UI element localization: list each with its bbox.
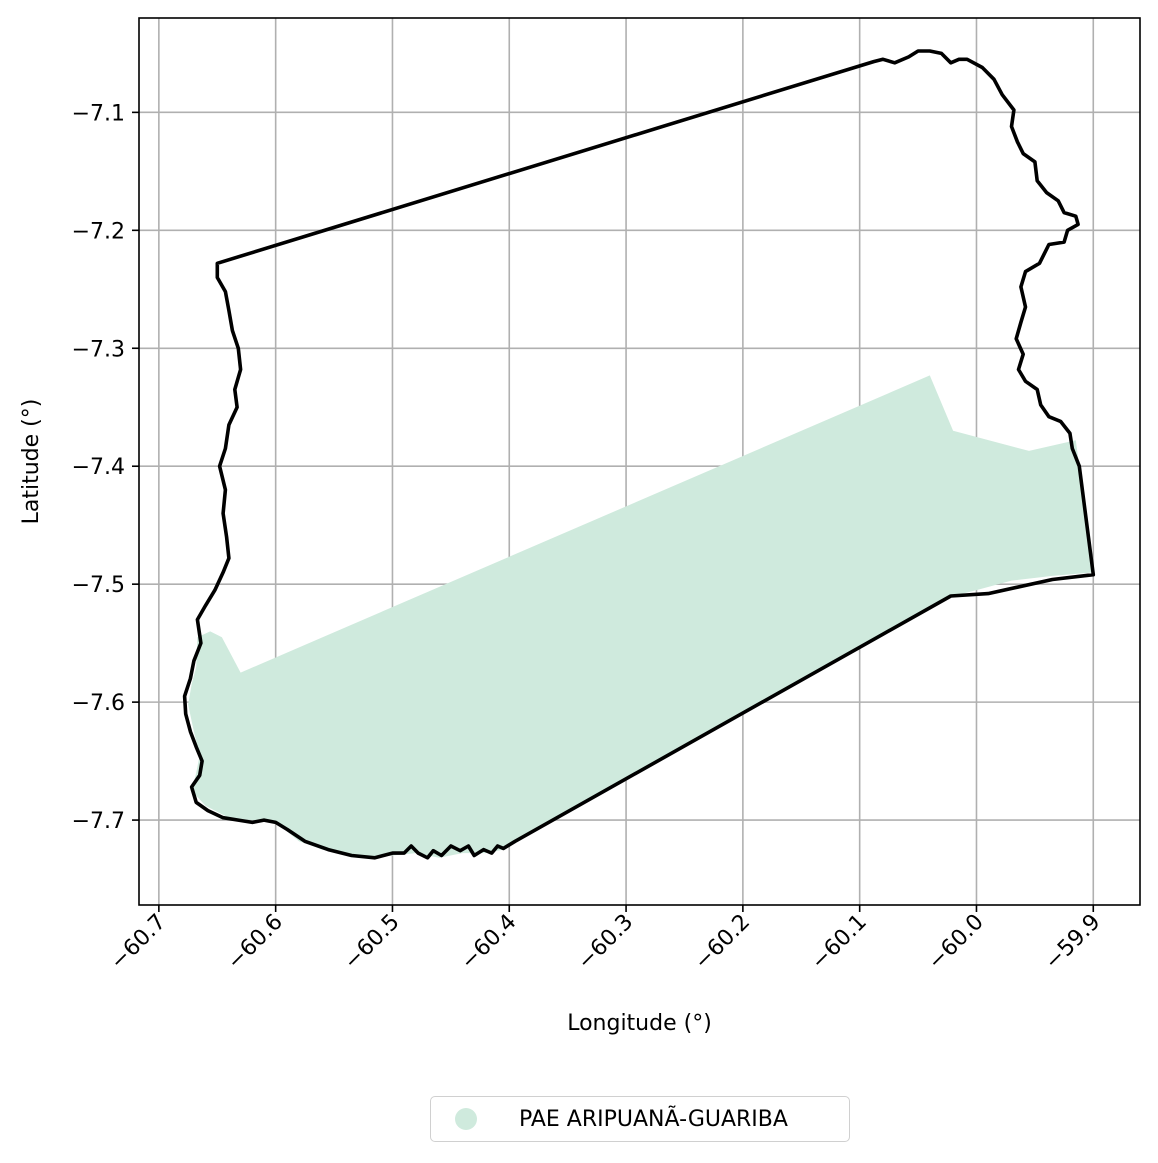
y-tick-label: −7.2: [72, 219, 125, 244]
pae-area-polygon: [188, 375, 1094, 858]
legend-marker: [455, 1108, 477, 1130]
x-tick-label: −60.2: [690, 910, 755, 975]
y-tick-label: −7.7: [72, 809, 125, 834]
x-axis-title: Longitude (°): [567, 1011, 712, 1036]
x-tick-label: −60.5: [339, 910, 404, 975]
y-tick-label: −7.5: [72, 573, 125, 598]
y-tick-label: −7.3: [72, 337, 125, 362]
y-tick-label: −7.6: [72, 691, 125, 716]
plot-area-frame: [138, 17, 1141, 906]
x-tick-label: −60.6: [223, 910, 288, 975]
y-axis-title: Latitude (°): [19, 399, 44, 525]
x-tick-label: −60.1: [807, 910, 872, 975]
x-tick-label: −60.3: [573, 910, 638, 975]
municipality-boundary: [182, 49, 1096, 860]
legend-label: PAE ARIPUANÃ-GUARIBA: [519, 1106, 788, 1132]
y-tick-label: −7.4: [72, 455, 125, 480]
x-tick-label: −60.4: [456, 910, 521, 975]
legend: PAE ARIPUANÃ-GUARIBA: [430, 1096, 850, 1142]
x-tick-label: −60.0: [923, 910, 988, 975]
x-tick-label: −59.9: [1040, 910, 1105, 975]
y-tick-label: −7.1: [72, 101, 125, 126]
map-layers: [182, 49, 1096, 860]
x-tick-label: −60.7: [106, 910, 171, 975]
